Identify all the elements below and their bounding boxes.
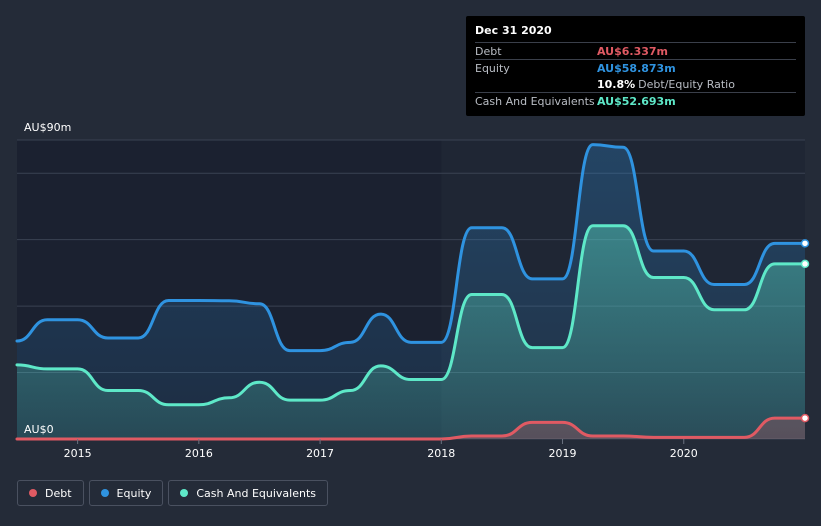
equity-endpoint: [800, 239, 810, 248]
legend-item-cash[interactable]: Cash And Equivalents: [168, 480, 328, 506]
y-axis-top-label: AU$90m: [24, 121, 71, 134]
tooltip-debt-value: AU$6.337m: [597, 44, 669, 58]
x-tick-label-2016: 2016: [185, 447, 213, 460]
cash-endpoint: [800, 259, 810, 269]
tooltip-cash-label: Cash And Equivalents: [475, 94, 595, 108]
tooltip-cash-row: Cash And Equivalents AU$52.693m: [475, 92, 796, 109]
equity-line: [15, 143, 807, 353]
x-tick-label-2020: 2020: [670, 447, 698, 460]
tooltip-equity-row: Equity AU$58.873m: [475, 59, 796, 76]
tooltip-equity-label: Equity: [475, 61, 510, 75]
legend-item-debt[interactable]: Debt: [17, 480, 84, 506]
legend-item-equity[interactable]: Equity: [88, 480, 164, 506]
tooltip-debt-row: Debt AU$6.337m: [475, 42, 796, 59]
legend-dot-equity: [100, 489, 109, 497]
cash-area: [17, 225, 805, 439]
tooltip-panel: Dec 31 2020 Debt AU$6.337m Equity AU$58.…: [466, 16, 805, 116]
legend-dot-cash: [180, 489, 189, 497]
tooltip-ratio-row: 10.8% Debt/Equity Ratio: [475, 76, 796, 92]
series-endpoints: [800, 239, 810, 423]
legend-dot-debt: [29, 489, 37, 497]
tooltip-date: Dec 31 2020: [475, 24, 552, 37]
series-lines: [15, 143, 807, 441]
x-axis-ticks: 2015 2016 2017 2018 2019 2020: [64, 439, 698, 460]
legend-label-equity: Equity: [116, 486, 152, 500]
x-tick-label-2019: 2019: [549, 447, 577, 460]
debt-endpoint: [800, 413, 810, 423]
tooltip-debt-label: Debt: [475, 44, 502, 58]
chart-legend: Debt Equity Cash And Equivalents: [17, 480, 328, 506]
debt-line: [15, 416, 807, 441]
x-tick-label-2018: 2018: [427, 447, 455, 460]
tooltip-ratio-value: 10.8%: [597, 77, 636, 91]
x-tick-label-2015: 2015: [64, 447, 92, 460]
cash-line: [15, 224, 807, 407]
tooltip-equity-value: AU$58.873m: [597, 61, 676, 75]
series-areas: [17, 144, 805, 439]
y-axis-bottom-label: AU$0: [24, 423, 54, 436]
tooltip-ratio-label: Debt/Equity Ratio: [638, 77, 735, 91]
legend-label-debt: Debt: [45, 486, 72, 500]
legend-label-cash: Cash And Equivalents: [196, 486, 316, 500]
x-tick-label-2017: 2017: [306, 447, 334, 460]
tooltip-cash-value: AU$52.693m: [597, 94, 676, 108]
